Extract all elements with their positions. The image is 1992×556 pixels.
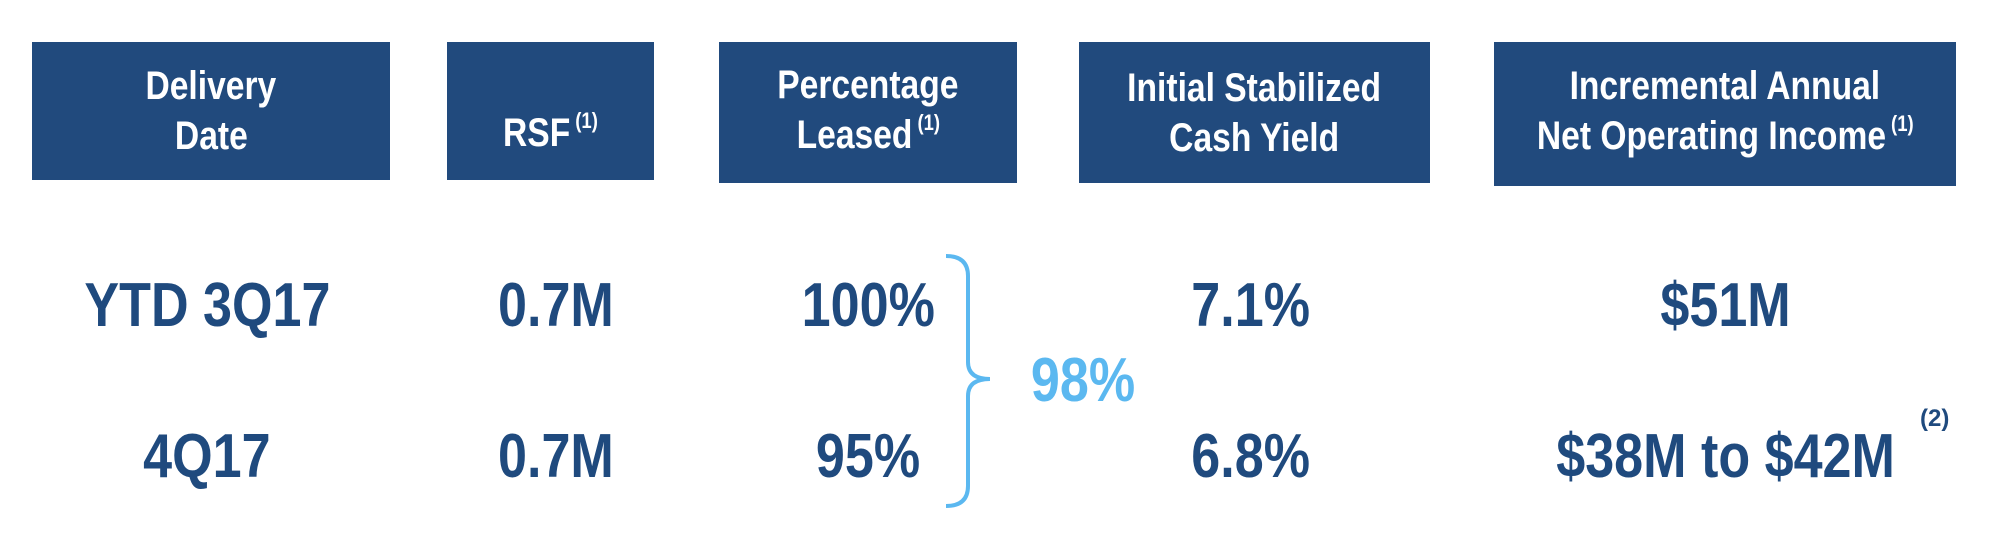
header-line: Delivery: [146, 61, 277, 111]
header-box: Percentage Leased (1): [719, 42, 1017, 183]
cell-text: $38M to $42M: [1556, 422, 1896, 491]
footnote-mark: (2): [1920, 405, 1950, 432]
table-cell: 100%: [518, 261, 1218, 351]
header-text: Incremental Annual: [1569, 64, 1881, 108]
cell-text: YTD 3Q17: [83, 271, 331, 340]
table-cell: 95%: [518, 412, 1218, 502]
header-text: Leased: [796, 112, 913, 157]
cell-text: 100%: [801, 271, 935, 340]
header-box: Initial Stabilized Cash Yield: [1079, 42, 1430, 183]
cell-text: 0.7M: [498, 422, 614, 491]
cell-text: 7.1%: [1191, 271, 1311, 340]
header-line: Net Operating Income (1): [1537, 111, 1914, 167]
footnote-mark: (1): [917, 109, 940, 135]
table-cell: 0.7M: [206, 412, 906, 502]
table-cell: $38M to $42M: [1376, 412, 1992, 502]
header-line: RSF (1): [503, 108, 598, 164]
cell-text: 0.7M: [498, 271, 614, 340]
footnote-mark: (1): [1890, 111, 1914, 136]
header-line: Percentage: [777, 60, 958, 110]
cell-text: 95%: [815, 422, 921, 491]
header-line: Leased (1): [796, 110, 939, 166]
cell-text: 6.8%: [1191, 422, 1311, 491]
header-box: RSF (1): [447, 42, 654, 180]
bracket-text: 98%: [1030, 346, 1136, 415]
header-box: Incremental Annual Net Operating Income (1…: [1494, 42, 1956, 186]
table-cell: YTD 3Q17: [0, 261, 557, 351]
footnote-mark: (1): [575, 108, 598, 133]
header-line: Incremental Annual: [1570, 61, 1881, 111]
table-cell: 4Q17: [0, 412, 557, 502]
table-cell: $51M: [1376, 261, 1992, 351]
header-line: Date: [175, 111, 248, 161]
bracket-label: 98%: [933, 336, 1233, 426]
header-text: Net Operating Income: [1536, 114, 1886, 158]
cell-text: 4Q17: [143, 422, 271, 491]
header-text: Percentage: [777, 62, 959, 107]
header-text: Date: [174, 114, 248, 158]
cell-text: $51M: [1660, 271, 1792, 340]
header-text: Cash Yield: [1169, 115, 1340, 160]
header-line: Initial Stabilized: [1128, 63, 1382, 113]
bracket: [945, 254, 991, 508]
header-text: Delivery: [145, 64, 277, 108]
header-text: Initial Stabilized: [1127, 65, 1382, 110]
table-cell: 7.1%: [901, 261, 1601, 351]
header-text: RSF: [503, 111, 571, 155]
header-box: Delivery Date: [32, 42, 390, 180]
table-cell: 6.8%: [901, 412, 1601, 502]
header-line: Cash Yield: [1170, 113, 1340, 163]
table-cell: 0.7M: [206, 261, 906, 351]
